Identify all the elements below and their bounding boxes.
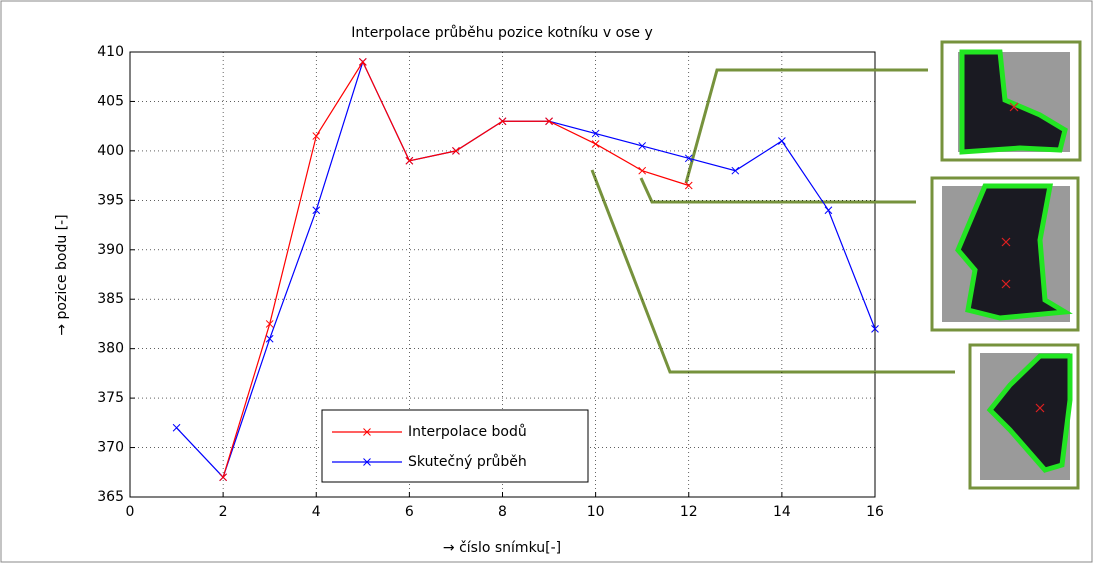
data-marker bbox=[312, 132, 321, 140]
data-marker bbox=[871, 325, 879, 333]
legend-marker bbox=[363, 458, 371, 466]
data-marker bbox=[405, 156, 414, 165]
y-tick-label: 365 bbox=[97, 489, 124, 505]
data-marker bbox=[358, 58, 367, 66]
x-tick-label: 16 bbox=[866, 504, 884, 520]
insets bbox=[590, 40, 1082, 490]
x-tick-label: 12 bbox=[680, 504, 698, 520]
y-tick-label: 380 bbox=[97, 341, 124, 357]
x-tick-label: 2 bbox=[219, 504, 228, 520]
inset-foot bbox=[986, 353, 1073, 473]
legend-label: Skutečný průběh bbox=[408, 454, 527, 470]
data-marker bbox=[452, 147, 460, 155]
x-tick-label: 8 bbox=[498, 504, 507, 520]
data-marker bbox=[591, 129, 600, 138]
data-marker bbox=[312, 206, 321, 215]
data-marker bbox=[265, 334, 274, 343]
inset-foot bbox=[959, 49, 1068, 155]
x-tick-label: 6 bbox=[405, 504, 414, 520]
y-tick-label: 405 bbox=[97, 93, 124, 109]
x-tick-label: 10 bbox=[587, 504, 605, 520]
connector bbox=[590, 68, 955, 374]
inset-foot bbox=[955, 183, 1073, 321]
inset-marker bbox=[1001, 102, 1045, 413]
legend-label: Interpolace bodů bbox=[408, 424, 527, 440]
data-marker bbox=[219, 473, 227, 482]
data-marker bbox=[778, 137, 786, 145]
data-marker bbox=[265, 320, 274, 328]
data-marker bbox=[638, 142, 647, 150]
data-marker bbox=[684, 154, 693, 163]
data-marker bbox=[731, 166, 740, 175]
legend: Interpolace bodů Skutečný průběh bbox=[321, 409, 589, 483]
legend-marker bbox=[363, 428, 371, 436]
data-marker bbox=[824, 206, 833, 215]
y-tick-label: 410 bbox=[97, 44, 124, 60]
y-tick-label: 395 bbox=[97, 192, 124, 208]
chart-title: Interpolace průběhu pozice kotníku v ose… bbox=[351, 25, 653, 41]
y-tick-label: 400 bbox=[97, 143, 124, 159]
x-tick-label: 14 bbox=[773, 504, 791, 520]
data-marker bbox=[172, 423, 181, 432]
y-axis-label: → pozice bodu [-] bbox=[54, 214, 70, 335]
y-tick-label: 375 bbox=[97, 390, 124, 406]
data-marker bbox=[591, 140, 600, 148]
y-tick-label: 385 bbox=[97, 291, 124, 307]
x-axis-label: → číslo snímku[-] bbox=[443, 540, 561, 556]
y-tick-label: 390 bbox=[97, 242, 124, 258]
x-tick-label: 4 bbox=[312, 504, 321, 520]
legend-box bbox=[321, 409, 589, 483]
x-tick-label: 0 bbox=[126, 504, 135, 520]
y-tick-label: 370 bbox=[97, 440, 124, 456]
data-marker bbox=[684, 181, 693, 190]
data-marker bbox=[545, 117, 553, 126]
data-marker bbox=[498, 117, 507, 126]
data-marker bbox=[638, 166, 647, 175]
